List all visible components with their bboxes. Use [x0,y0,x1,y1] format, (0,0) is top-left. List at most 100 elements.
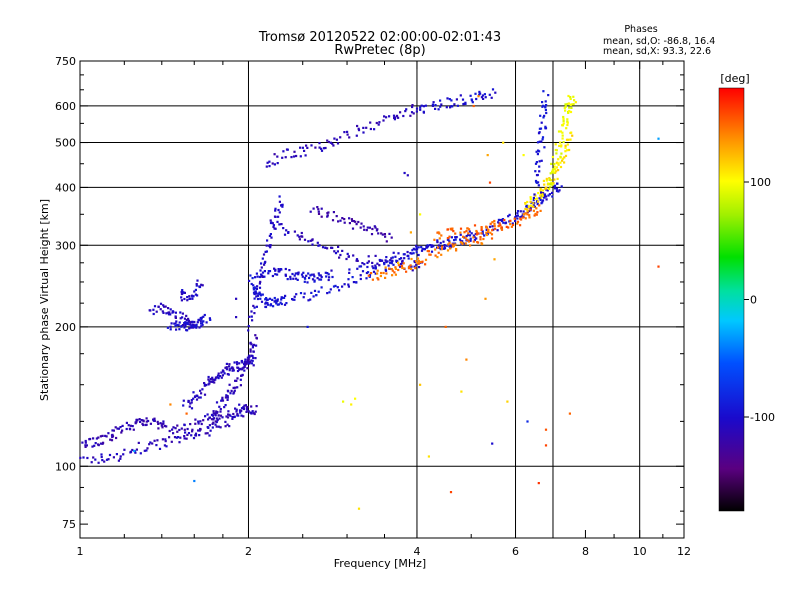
echo-point [493,224,496,228]
echo-point [145,420,148,423]
echo-point [431,104,434,107]
echo-point [401,259,404,262]
echo-point [165,312,168,315]
echo-point [380,271,383,275]
echo-point [202,419,205,422]
echo-point [324,246,327,249]
echo-point [359,265,363,268]
echo-point [469,239,472,242]
y-tick-label: 100 [55,460,76,473]
echo-point [101,459,104,462]
echo-point [567,102,570,105]
echo-point [191,295,194,298]
echo-point [251,359,254,362]
echo-point [186,321,189,324]
echo-point [115,453,118,456]
echo-point [570,103,573,106]
echo-point [357,129,361,132]
echo-point [240,407,244,410]
echo-point [366,265,369,269]
echo-point [212,410,215,413]
echo-point [421,247,424,250]
echo-point [557,130,561,133]
echo-point [226,423,229,426]
echo-point [250,362,254,365]
echo-point [254,287,257,290]
echo-point [348,271,351,274]
echo-point [566,102,569,106]
scatter-point [133,449,136,452]
echo-point [326,247,329,250]
echo-point [500,226,503,229]
echo-point [94,442,97,445]
echo-point [445,106,448,109]
echo-point [217,425,220,428]
scatter-point [409,231,412,234]
echo-point [218,405,221,408]
echo-point [253,412,256,416]
echo-point [337,245,340,248]
echo-point [248,279,251,282]
echo-point [218,417,221,420]
echo-point [251,354,254,358]
echo-point [551,195,554,198]
echo-point [309,298,312,301]
echo-point [94,458,97,461]
echo-point [573,99,576,102]
echo-point [436,239,439,242]
echo-point [228,413,231,416]
echo-point [473,239,476,242]
echo-point [381,233,384,236]
echo-point [261,275,264,278]
echo-point [561,134,564,137]
echo-point [198,429,201,432]
echo-point [543,196,546,199]
echo-point [538,170,541,173]
echo-point [325,275,328,278]
echo-point [250,310,253,313]
x-tick-label: 2 [245,545,252,558]
chart-subtitle: RwPretec (8p) [334,43,425,58]
echo-point [119,457,122,460]
echo-point [547,182,550,185]
echo-point [112,456,115,459]
echo-point [439,99,442,102]
echo-point [195,283,198,286]
echo-point [161,438,164,441]
echo-point [197,420,200,423]
echo-point [156,439,159,442]
echo-point [540,121,543,124]
echo-point [498,222,501,225]
echo-point [409,114,412,117]
echo-point [311,238,314,241]
echo-point [561,137,564,140]
echo-point [311,243,314,246]
echo-point [446,228,449,231]
echo-point [334,284,337,287]
echo-point [79,456,82,459]
echo-point [185,319,188,322]
y-tick-label: 300 [55,239,76,252]
echo-point [291,272,294,276]
echo-point [561,157,565,160]
echo-point [225,366,228,369]
echo-point [215,410,218,413]
echo-point [385,272,388,275]
echo-point [474,92,477,95]
echo-point [542,179,545,182]
echo-point [197,429,200,432]
echo-point [524,207,527,211]
echo-point [557,163,560,166]
echo-point [84,444,87,447]
echo-point [555,170,558,173]
echo-point [539,187,542,191]
echo-point [254,291,257,294]
echo-point [228,368,231,371]
x-tick-label: 4 [413,545,420,558]
echo-point [217,414,220,417]
echo-point [540,140,543,143]
echo-point [322,147,326,150]
echo-point [259,269,262,272]
colorbar-tick-label: 100 [750,176,771,189]
echo-point [374,266,377,269]
